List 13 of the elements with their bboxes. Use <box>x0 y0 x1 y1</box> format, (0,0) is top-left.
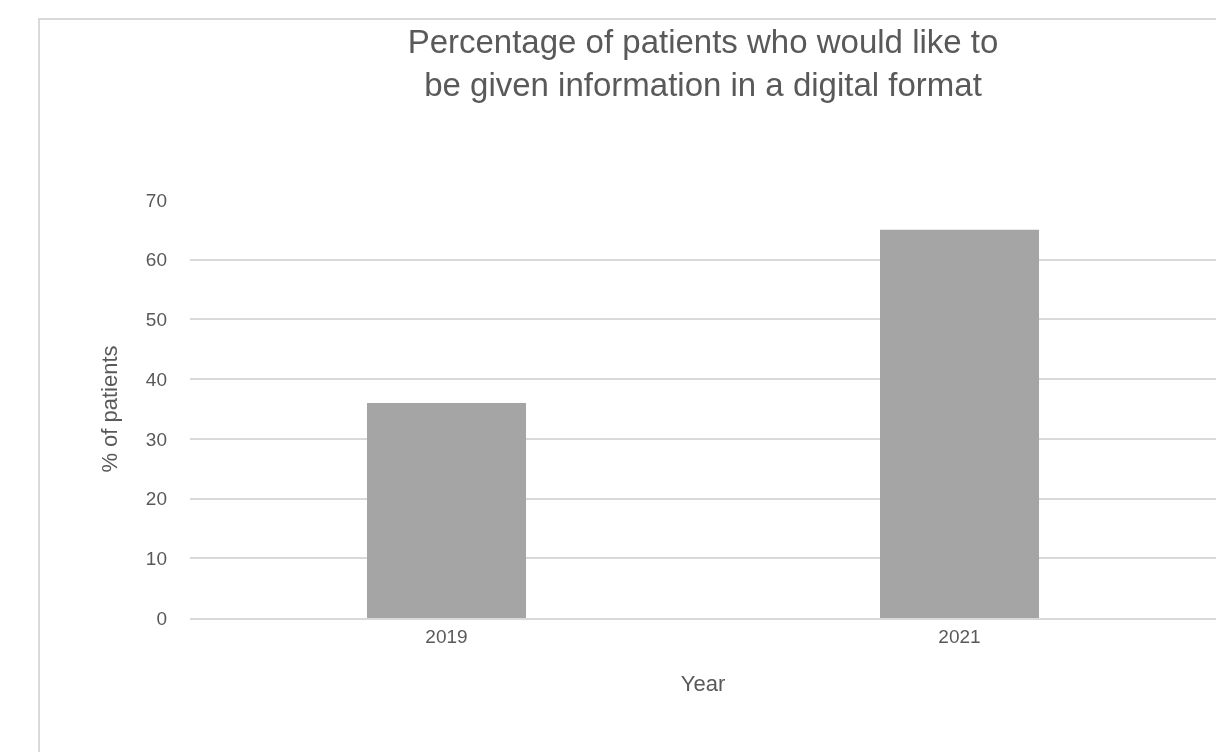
y-tick-label: 40 <box>145 368 167 390</box>
y-tick-label: 10 <box>145 547 167 569</box>
y-tick-label: 0 <box>156 607 167 629</box>
chart-title: Percentage of patients who would like to be given information in a digital format <box>407 22 999 103</box>
y-axis-title: % of patients <box>96 345 122 473</box>
y-tick-label: 60 <box>145 249 167 271</box>
x-tick-label: 2021 <box>938 625 981 647</box>
y-tick-label: 20 <box>145 488 167 510</box>
y-tick-label: 30 <box>145 428 167 450</box>
x-tick-label: 2019 <box>425 625 468 647</box>
y-tick-label: 50 <box>145 309 167 331</box>
x-axis-title: Year <box>680 671 726 697</box>
y-tick-label: 70 <box>145 189 167 211</box>
